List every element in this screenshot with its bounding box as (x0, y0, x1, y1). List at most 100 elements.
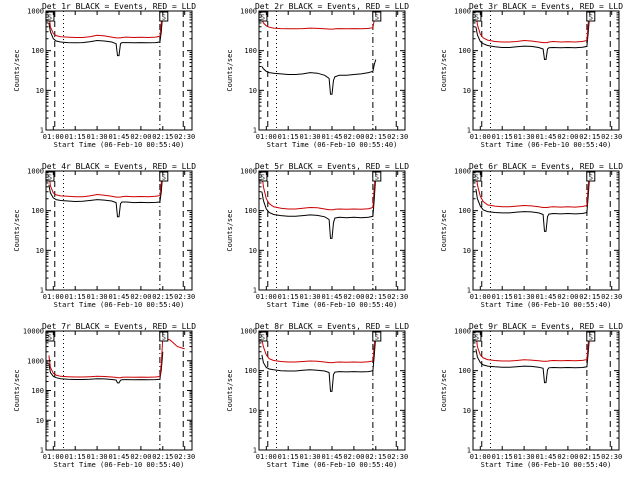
x-tick-label: 01:45 (321, 133, 342, 141)
y-tick-label: 1 (253, 127, 257, 135)
y-tick-label: 100 (458, 207, 471, 215)
marker-s-right: S (375, 14, 379, 22)
x-tick-label: 01:15 (278, 453, 299, 461)
y-tick-label: 1000 (27, 357, 44, 365)
panel-title: Det 3r BLACK = Events, RED = LLD (469, 2, 623, 11)
events-series-line (48, 172, 164, 218)
x-tick-label: 02:15 (152, 293, 173, 301)
x-tick-label: 01:00 (470, 453, 491, 461)
x-tick-label: 01:15 (278, 293, 299, 301)
y-axis-label: Counts/sec (13, 49, 21, 91)
marker-s-right-box (586, 171, 596, 182)
marker-s-left: S (48, 334, 52, 342)
y-tick-label: 1000 (240, 8, 257, 16)
x-tick-label: 01:15 (278, 133, 299, 141)
y-tick-label: 1 (467, 447, 471, 455)
plot-frame (45, 10, 193, 131)
x-tick-label: 01:15 (492, 293, 513, 301)
y-tick-label: 10 (249, 247, 257, 255)
panel-title: Det 7r BLACK = Events, RED = LLD (42, 322, 196, 331)
marker-s-right: S (162, 174, 166, 182)
x-tick-label: 02:15 (579, 453, 600, 461)
x-tick-label: 02:00 (343, 133, 364, 141)
y-axis-label: Counts/sec (226, 209, 234, 251)
x-axis-label: Start Time (06-Feb-10 00:55:40) (54, 461, 185, 469)
y-tick-label: 10 (249, 407, 257, 415)
lld-series-line (261, 331, 377, 364)
x-axis-label: Start Time (06-Feb-10 00:55:40) (481, 301, 612, 309)
marker-s-right: S (375, 174, 379, 182)
x-tick-label: 01:15 (65, 453, 86, 461)
marker-s-left: S (48, 174, 52, 182)
plot-frame (45, 170, 193, 291)
y-tick-label: 100 (244, 207, 257, 215)
marker-s-left-box (45, 171, 55, 182)
y-tick-label: 1000 (240, 168, 257, 176)
x-tick-label: 01:15 (65, 293, 86, 301)
y-axis-label: Counts/sec (226, 369, 234, 411)
x-axis-label: Start Time (06-Feb-10 00:55:40) (54, 301, 185, 309)
x-tick-label: 01:00 (256, 293, 277, 301)
x-axis-label: Start Time (06-Feb-10 00:55:40) (481, 141, 612, 149)
x-tick-label: 01:45 (108, 293, 129, 301)
y-axis-label: Counts/sec (440, 49, 448, 91)
panel-title: Det 1r BLACK = Events, RED = LLD (42, 2, 196, 11)
x-axis-label: Start Time (06-Feb-10 00:55:40) (267, 141, 398, 149)
marker-s-right: S (162, 14, 166, 22)
marker-s-left: S (261, 334, 265, 342)
x-tick-label: 01:00 (256, 133, 277, 141)
y-axis-label: Counts/sec (226, 49, 234, 91)
marker-s-left-box (45, 331, 55, 342)
x-tick-label: 02:00 (130, 293, 151, 301)
marker-s-left: S (475, 14, 479, 22)
x-tick-label: 01:00 (43, 453, 64, 461)
x-tick-label: 02:00 (343, 293, 364, 301)
marker-s-left: S (475, 174, 479, 182)
events-series-line (475, 172, 591, 232)
x-axis-label: Start Time (06-Feb-10 00:55:40) (267, 301, 398, 309)
x-tick-label: 01:15 (492, 453, 513, 461)
x-tick-label: 02:00 (343, 453, 364, 461)
x-axis-label: Start Time (06-Feb-10 00:55:40) (54, 141, 185, 149)
plot-frame (472, 330, 620, 451)
marker-s-right: S (589, 14, 593, 22)
x-tick-label: 02:00 (557, 453, 578, 461)
marker-s-right-box (159, 171, 169, 182)
marker-s-left-box (472, 331, 482, 342)
x-tick-label: 01:30 (300, 453, 321, 461)
y-axis-label: Counts/sec (440, 209, 448, 251)
panel-title: Det 6r BLACK = Events, RED = LLD (469, 162, 623, 171)
y-tick-label: 10 (36, 417, 44, 425)
marker-s-right-box (586, 331, 596, 342)
lld-series-line (475, 171, 591, 208)
marker-s-right: S (589, 334, 593, 342)
events-series-line (261, 174, 377, 239)
events-series-line (48, 12, 164, 57)
marker-s-right-box (159, 11, 169, 22)
x-axis-label: Start Time (06-Feb-10 00:55:40) (267, 461, 398, 469)
x-tick-label: 02:30 (601, 133, 622, 141)
events-series-line (48, 351, 164, 384)
y-tick-label: 10 (36, 87, 44, 95)
x-tick-label: 01:15 (65, 133, 86, 141)
y-tick-label: 1 (40, 127, 44, 135)
x-tick-label: 02:15 (365, 133, 386, 141)
series-group (475, 331, 591, 384)
x-tick-label: 01:45 (321, 453, 342, 461)
series-group (475, 11, 591, 60)
marker-s-right-box (372, 331, 382, 342)
marker-s-left-box (258, 11, 268, 22)
y-tick-label: 100 (458, 47, 471, 55)
x-tick-label: 02:30 (174, 133, 195, 141)
x-tick-label: 02:00 (557, 133, 578, 141)
x-tick-label: 01:30 (87, 293, 108, 301)
y-tick-label: 10 (463, 247, 471, 255)
panel-title: Det 8r BLACK = Events, RED = LLD (255, 322, 409, 331)
x-tick-label: 02:00 (130, 453, 151, 461)
